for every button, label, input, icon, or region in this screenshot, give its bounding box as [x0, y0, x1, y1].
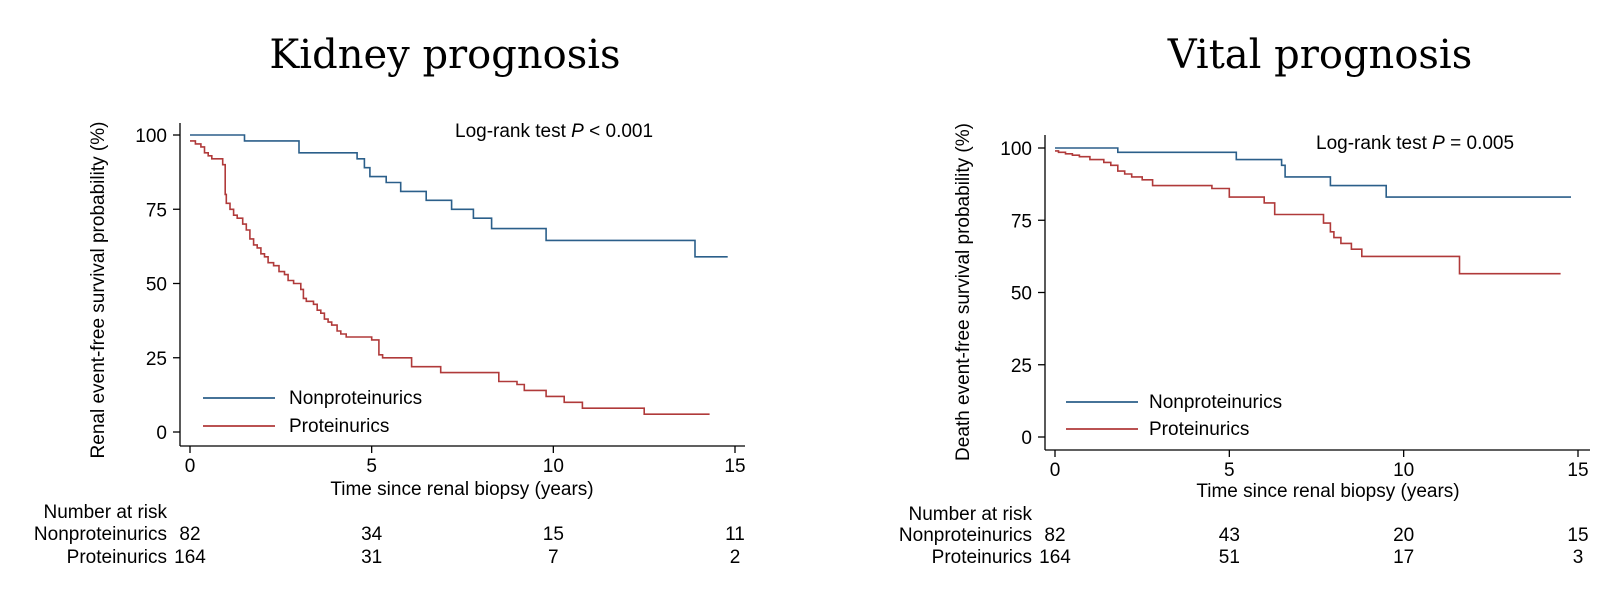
risk-row-label-proteinurics: Proteinurics: [932, 547, 1032, 568]
survival-curve-proteinurics: [190, 140, 710, 415]
x-axis-label: Time since renal biopsy (years): [330, 479, 593, 500]
x-tick-label: 0: [1050, 460, 1061, 481]
annotation-suffix: < 0.001: [584, 121, 653, 142]
y-tick-label: 75: [146, 200, 167, 221]
risk-value: 11: [725, 524, 745, 545]
annotation-prefix: Log-rank test: [455, 121, 571, 142]
risk-table: Number at risk Nonproteinurics Proteinur…: [34, 502, 745, 568]
panel-kidney: Kidney prognosis Renal event-free surviv…: [34, 32, 746, 568]
y-tick-label: 25: [146, 349, 167, 370]
x-tick-label: 0: [185, 456, 196, 477]
x-tick-label: 15: [724, 456, 745, 477]
risk-row-label-proteinurics: Proteinurics: [67, 547, 167, 568]
risk-row-label-nonproteinurics: Nonproteinurics: [34, 524, 167, 545]
y-tick-label: 100: [1000, 139, 1032, 160]
risk-value: 51: [1219, 547, 1240, 568]
risk-row-label-nonproteinurics: Nonproteinurics: [899, 525, 1032, 546]
chart-title: Kidney prognosis: [269, 32, 620, 78]
log-rank-annotation: Log-rank test P < 0.001: [455, 121, 653, 142]
y-tick-label: 75: [1011, 211, 1032, 232]
y-axis-label: Renal event-free survival probability (%…: [88, 122, 109, 459]
survival-curves: [190, 134, 728, 415]
risk-value: 43: [1219, 525, 1240, 546]
risk-value: 17: [1393, 547, 1414, 568]
risk-value: 164: [174, 547, 206, 568]
risk-value: 164: [1039, 547, 1071, 568]
risk-value: 7: [548, 547, 559, 568]
risk-value: 82: [1044, 525, 1065, 546]
x-tick-label: 10: [1393, 460, 1414, 481]
y-tick-label: 0: [156, 423, 167, 444]
survival-curves: [1055, 147, 1571, 275]
x-tick-label: 15: [1567, 460, 1588, 481]
axis-ticks: 0 25 50 75 100 0 5 10 15: [135, 126, 745, 477]
y-tick-label: 25: [1011, 356, 1032, 377]
panel-vital: Vital prognosis Death event-free surviva…: [899, 32, 1590, 568]
risk-value: 82: [179, 524, 200, 545]
x-axis-label: Time since renal biopsy (years): [1196, 481, 1459, 502]
legend-label-proteinurics: Proteinurics: [1149, 419, 1249, 440]
legend-label-nonproteinurics: Nonproteinurics: [289, 388, 422, 409]
y-tick-label: 50: [146, 275, 167, 296]
annotation-p: P: [1432, 133, 1445, 154]
risk-value: 2: [730, 547, 741, 568]
legend: Nonproteinurics Proteinurics: [203, 388, 422, 437]
risk-value: 15: [543, 524, 564, 545]
risk-table: Number at risk Nonproteinurics Proteinur…: [899, 504, 1589, 568]
legend-label-nonproteinurics: Nonproteinurics: [1149, 392, 1282, 413]
risk-table-header: Number at risk: [43, 502, 167, 523]
axis-ticks: 0 25 50 75 100 0 5 10 15: [1000, 139, 1588, 481]
chart-title: Vital prognosis: [1167, 32, 1473, 78]
survival-curve-nonproteinurics: [190, 134, 728, 258]
y-tick-label: 50: [1011, 284, 1032, 305]
survival-curve-proteinurics: [1055, 150, 1561, 275]
risk-table-header: Number at risk: [908, 504, 1032, 525]
y-axis-label: Death event-free survival probability (%…: [953, 123, 974, 461]
x-tick-label: 5: [366, 456, 377, 477]
y-tick-label: 0: [1021, 428, 1032, 449]
legend: Nonproteinurics Proteinurics: [1066, 392, 1282, 440]
y-tick-label: 100: [135, 126, 167, 147]
x-tick-label: 10: [543, 456, 564, 477]
x-tick-label: 5: [1224, 460, 1235, 481]
annotation-suffix: = 0.005: [1445, 133, 1514, 154]
survival-curve-nonproteinurics: [1055, 147, 1571, 198]
annotation-prefix: Log-rank test: [1316, 133, 1432, 154]
risk-value: 3: [1573, 547, 1584, 568]
log-rank-annotation: Log-rank test P = 0.005: [1316, 133, 1514, 154]
risk-value: 34: [361, 524, 383, 545]
risk-value: 20: [1393, 525, 1414, 546]
risk-value: 15: [1567, 525, 1588, 546]
risk-value: 31: [361, 547, 382, 568]
risk-values: 82 43 20 15 164 51 17 3: [1039, 525, 1588, 568]
legend-label-proteinurics: Proteinurics: [289, 416, 389, 437]
annotation-p: P: [571, 121, 584, 142]
